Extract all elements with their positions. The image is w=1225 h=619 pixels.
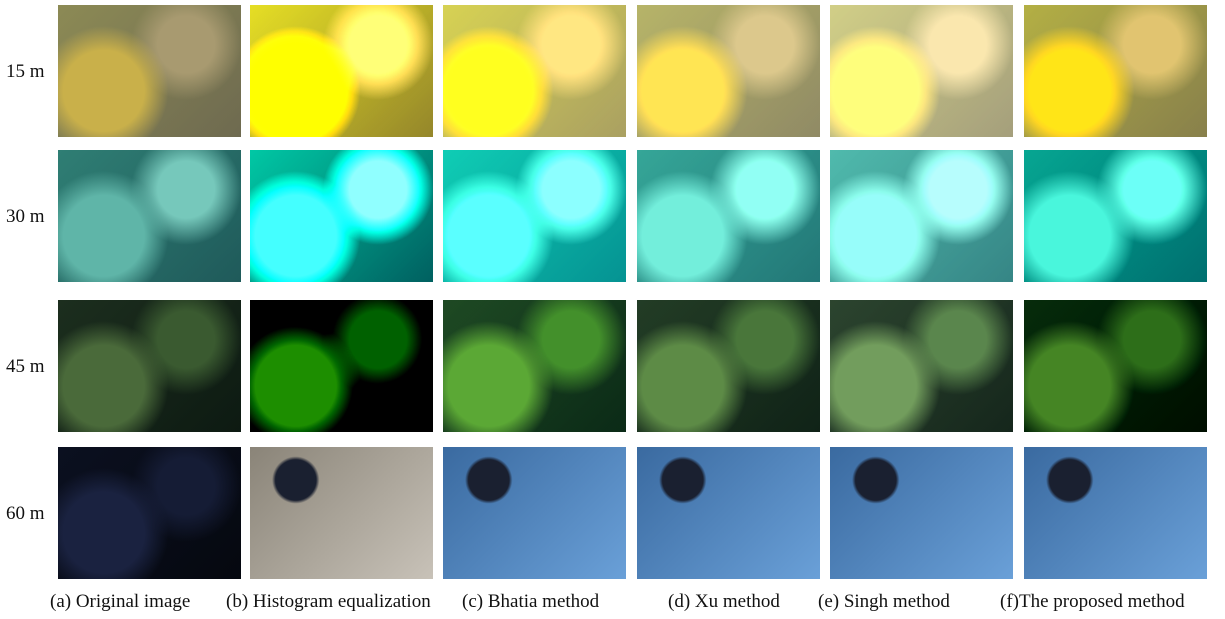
- image-tile: [250, 150, 433, 282]
- row-label: 45 m: [6, 356, 45, 378]
- column-caption: (a) Original image: [50, 591, 190, 613]
- row-label: 15 m: [6, 61, 45, 83]
- image-tile: [58, 150, 241, 282]
- column-caption: (c) Bhatia method: [462, 591, 599, 613]
- figure: 15 m 30 m 45 m 60 m (a) Original image (b) Hi…: [0, 0, 1225, 619]
- image-tile: [250, 5, 433, 137]
- row-label: 30 m: [6, 206, 45, 228]
- column-caption: (e) Singh method: [818, 591, 950, 613]
- image-tile: [443, 150, 626, 282]
- column-caption: (b) Histogram equalization: [226, 591, 431, 613]
- image-tile: [1024, 447, 1207, 579]
- image-tile: [443, 300, 626, 432]
- image-tile: [58, 300, 241, 432]
- image-tile: [830, 150, 1013, 282]
- image-tile: [637, 5, 820, 137]
- image-tile: [250, 447, 433, 579]
- image-tile: [637, 150, 820, 282]
- image-tile: [1024, 150, 1207, 282]
- image-tile: [443, 447, 626, 579]
- image-tile: [443, 5, 626, 137]
- image-tile: [58, 5, 241, 137]
- image-tile: [830, 5, 1013, 137]
- image-tile: [637, 447, 820, 579]
- image-tile: [830, 447, 1013, 579]
- image-tile: [1024, 300, 1207, 432]
- image-tile: [58, 447, 241, 579]
- image-tile: [250, 300, 433, 432]
- image-tile: [1024, 5, 1207, 137]
- image-tile: [637, 300, 820, 432]
- image-tile: [830, 300, 1013, 432]
- row-label: 60 m: [6, 503, 45, 525]
- column-caption: (d) Xu method: [668, 591, 780, 613]
- column-caption: (f)The proposed method: [1000, 591, 1185, 613]
